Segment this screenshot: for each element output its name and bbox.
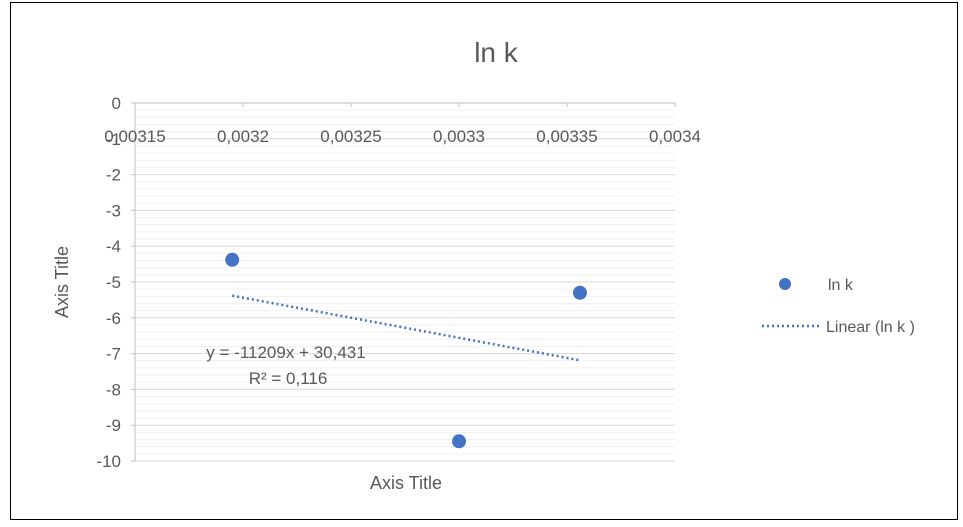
y-tick-label: -4 [106, 237, 121, 256]
y-axis-title: Axis Title [52, 246, 72, 318]
data-point [572, 285, 587, 300]
y-tick-label: -7 [106, 345, 121, 364]
x-tick-label: 0,00315 [104, 127, 165, 146]
gridlines [135, 102, 675, 462]
chart-title: ln k [474, 37, 519, 68]
y-tick-labels: 0 -1 -2 -3 -4 -5 -6 -7 -8 -9 -10 [96, 94, 121, 471]
y-tick-label: -6 [106, 309, 121, 328]
x-tick-label: 0,0032 [217, 127, 269, 146]
equation-label: y = -11209x + 30,431 [206, 343, 365, 362]
trendline-layer [231, 294, 581, 362]
y-tick-label: -2 [106, 166, 121, 185]
y-tick-label: -8 [106, 380, 121, 399]
x-axis-title: Axis Title [370, 473, 442, 493]
data-point [452, 434, 466, 449]
y-tick-label: -1 [106, 130, 121, 149]
trendline [231, 294, 581, 362]
x-tick-labels: 0,00315 0,0032 0,00325 0,0033 0,00335 0,0034 [104, 127, 701, 146]
x-tick-label: 0,00325 [320, 127, 381, 146]
y-tick-label: -5 [106, 273, 121, 292]
x-tick-label: 0,0033 [433, 127, 485, 146]
y-tick-label: -9 [106, 416, 121, 435]
y-tick-label: 0 [112, 94, 121, 113]
legend-label-linear: Linear (ln k ) [826, 319, 915, 336]
data-points [225, 252, 587, 449]
y-tick-label: -10 [96, 452, 121, 471]
data-point [225, 252, 240, 267]
x-tick-label: 0,00335 [536, 127, 597, 146]
axes [131, 102, 676, 462]
r-squared-label: R² = 0,116 [249, 369, 328, 388]
legend-marker-ln-k [779, 278, 791, 290]
legend: ln k Linear (ln k ) [762, 277, 915, 336]
y-tick-label: -3 [106, 201, 121, 220]
legend-label-ln-k: ln k [828, 277, 854, 294]
x-tick-label: 0,0034 [649, 127, 701, 146]
